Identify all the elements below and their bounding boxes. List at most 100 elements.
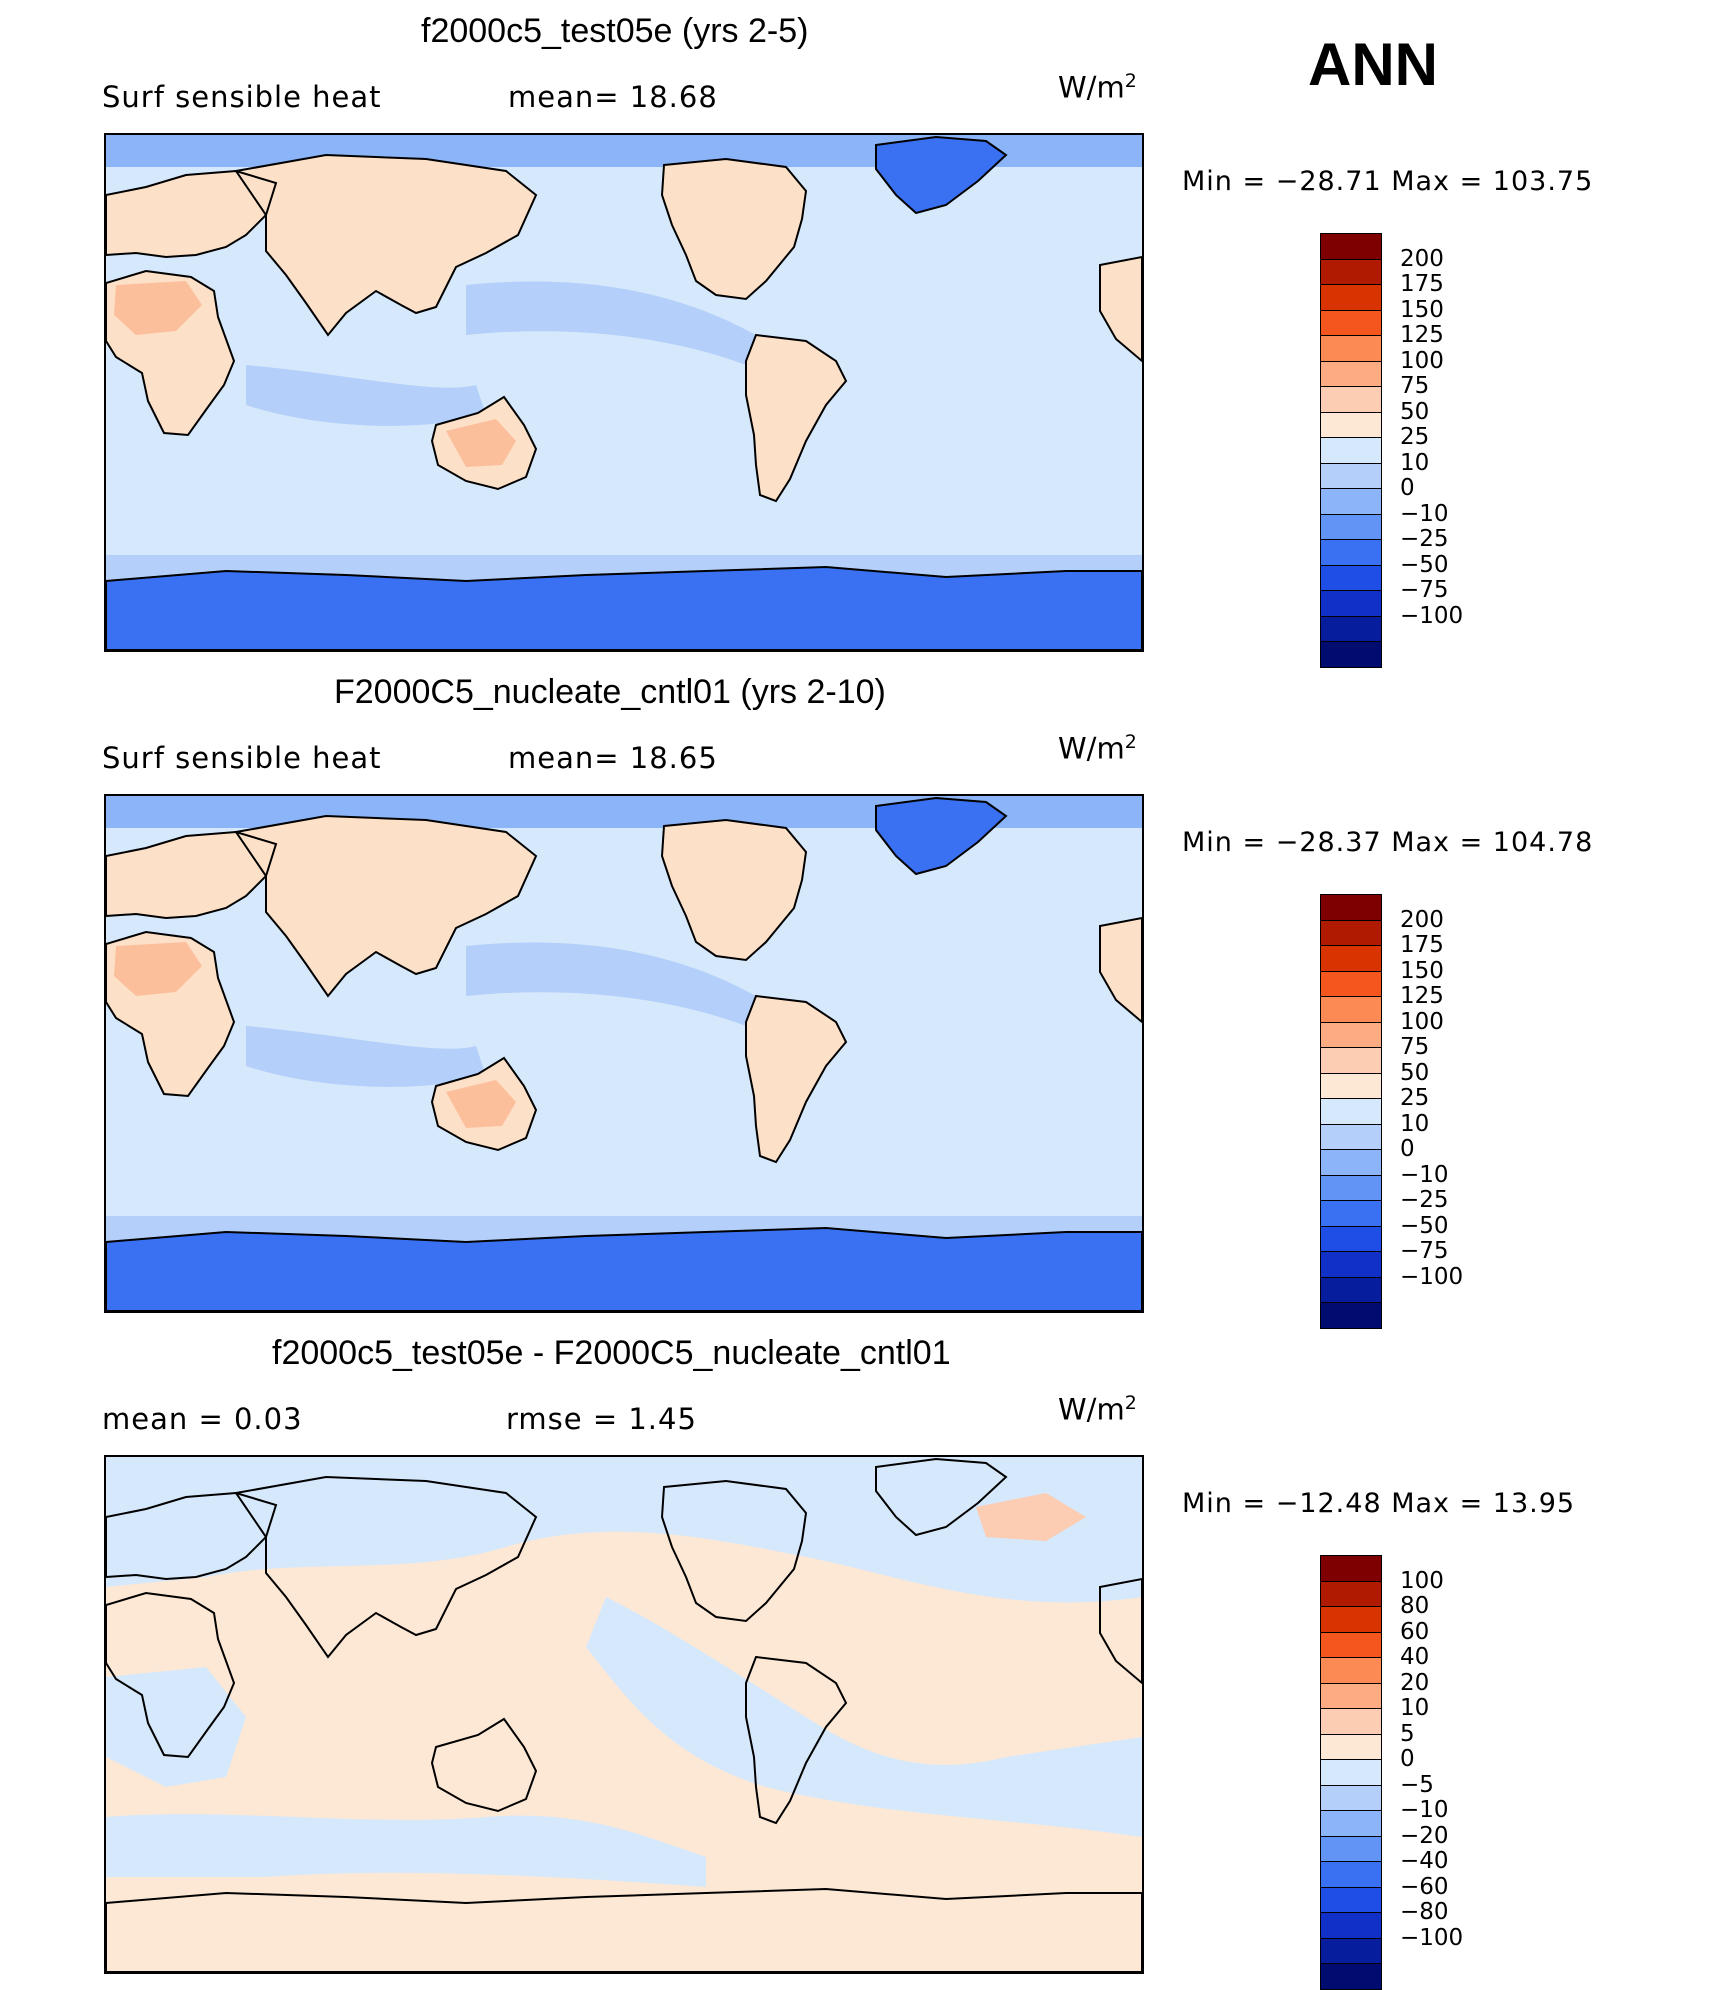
colorbar-swatch	[1320, 1631, 1382, 1658]
colorbar-label: 0	[1400, 475, 1415, 501]
indian-ocean-band	[246, 365, 486, 426]
colorbar-label: 25	[1400, 1085, 1430, 1111]
colorbar-label: 10	[1400, 1110, 1430, 1137]
coastline	[234, 1475, 538, 1659]
colorbar-label: 200	[1400, 906, 1444, 933]
land-warm	[746, 335, 846, 501]
rmse-label: rmse = 1.45	[506, 1402, 697, 1436]
coastline	[745, 994, 848, 1164]
coastline	[660, 157, 808, 301]
colorbar-label: 50	[1400, 398, 1430, 425]
colorbar-swatch	[1320, 1174, 1382, 1201]
colorbar-swatch	[1320, 1149, 1382, 1176]
hot-region	[114, 281, 202, 335]
mean-label: mean= 18.65	[508, 741, 718, 775]
colorbar-label: 150	[1400, 957, 1444, 984]
colorbar-swatch	[1320, 1200, 1382, 1227]
colorbar-swatch	[1320, 360, 1382, 387]
colorbar-swatch	[1320, 1580, 1382, 1607]
colorbar-swatch	[1320, 970, 1382, 997]
colorbar-swatch	[1320, 233, 1382, 260]
coastline	[1099, 255, 1142, 363]
colorbar-swatch	[1320, 1733, 1382, 1760]
colorbar-swatch	[1320, 1302, 1382, 1329]
colorbar-label: −100	[1400, 1263, 1464, 1290]
coastline	[106, 1226, 1142, 1311]
panel-title: F2000C5_nucleate_cntl01 (yrs 2-10)	[334, 673, 886, 711]
colorbar-label: 200	[1400, 245, 1444, 272]
positive-region	[976, 1493, 1086, 1541]
colorbar-label: 20	[1400, 1669, 1430, 1696]
negative-region	[106, 1457, 1142, 1603]
colorbar-label: −75	[1400, 1238, 1449, 1264]
colorbar-swatch	[1320, 945, 1382, 972]
units-label: W/m2	[1058, 70, 1137, 105]
land-warm	[662, 159, 806, 299]
colorbar-label: 175	[1400, 932, 1444, 958]
panel-title: f2000c5_test05e (yrs 2-5)	[421, 12, 809, 50]
colorbar-label: −50	[1400, 551, 1449, 578]
colorbar-label: −60	[1400, 1873, 1449, 1900]
colorbar-label: −20	[1400, 1822, 1449, 1849]
colorbar-label: 10	[1400, 449, 1430, 476]
colorbar-swatch	[1320, 1963, 1382, 1990]
coastline	[234, 814, 538, 998]
colorbar-swatch	[1320, 1682, 1382, 1709]
colorbar-swatch	[1320, 1225, 1382, 1252]
colorbar-label: 5	[1400, 1720, 1415, 1747]
coastline	[106, 1887, 1142, 1972]
colorbar-swatch	[1320, 539, 1382, 566]
colorbar-label: 150	[1400, 296, 1444, 323]
greenland-cold	[876, 137, 1006, 213]
coastline	[660, 1479, 808, 1623]
colorbar-label: −80	[1400, 1899, 1449, 1925]
colorbar-label: −25	[1400, 1187, 1449, 1213]
colorbar-swatch	[1320, 411, 1382, 438]
colorbar-label: −10	[1400, 1797, 1449, 1823]
colorbar-swatch	[1320, 1276, 1382, 1303]
hot-region	[446, 419, 516, 467]
hot-region	[446, 1080, 516, 1128]
land-warm	[746, 996, 846, 1162]
colorbar-label: −5	[1400, 1771, 1434, 1798]
units-label: W/m2	[1058, 1392, 1137, 1427]
colorbar-label: 75	[1400, 373, 1430, 399]
land-warm	[236, 155, 536, 335]
tropical-band	[466, 942, 756, 1026]
colorbar-swatch	[1320, 335, 1382, 362]
colorbar-swatch	[1320, 1072, 1382, 1099]
colorbar-label: 125	[1400, 322, 1444, 348]
min-max-label: Min = −28.71 Max = 103.75	[1182, 166, 1594, 197]
indian-ocean-band	[246, 1026, 486, 1087]
coastline	[106, 1591, 236, 1759]
colorbar-label: 40	[1400, 1644, 1430, 1670]
negative-region	[106, 1814, 706, 1887]
colorbar-label: 125	[1400, 983, 1444, 1009]
min-max-label: Min = −12.48 Max = 13.95	[1182, 1488, 1576, 1519]
negative-region	[586, 1597, 1142, 1837]
colorbar-swatch	[1320, 1123, 1382, 1150]
colorbar-label: 0	[1400, 1136, 1415, 1162]
colorbar-swatch	[1320, 1555, 1382, 1582]
land-warm	[1100, 918, 1142, 1022]
colorbar-label: 75	[1400, 1034, 1430, 1060]
coastline	[875, 135, 1008, 215]
coastline	[430, 1056, 538, 1152]
units-label: W/m2	[1058, 731, 1137, 766]
coastline	[1099, 1577, 1142, 1685]
mean-label: mean = 0.03	[102, 1402, 303, 1436]
colorbar-swatch	[1320, 1937, 1382, 1964]
mean-label: mean= 18.68	[508, 80, 718, 114]
map-panel	[104, 794, 1144, 1313]
colorbar-label: 100	[1400, 1008, 1444, 1035]
colorbar-label: 25	[1400, 424, 1430, 450]
coastline	[106, 930, 236, 1098]
land-warm	[106, 832, 276, 918]
colorbar-swatch	[1320, 996, 1382, 1023]
colorbar-swatch	[1320, 919, 1382, 946]
coastline	[875, 1457, 1008, 1537]
colorbar-swatch	[1320, 641, 1382, 668]
negative-region	[106, 1667, 246, 1787]
colorbar-swatch	[1320, 1861, 1382, 1888]
tropical-band	[466, 281, 756, 365]
